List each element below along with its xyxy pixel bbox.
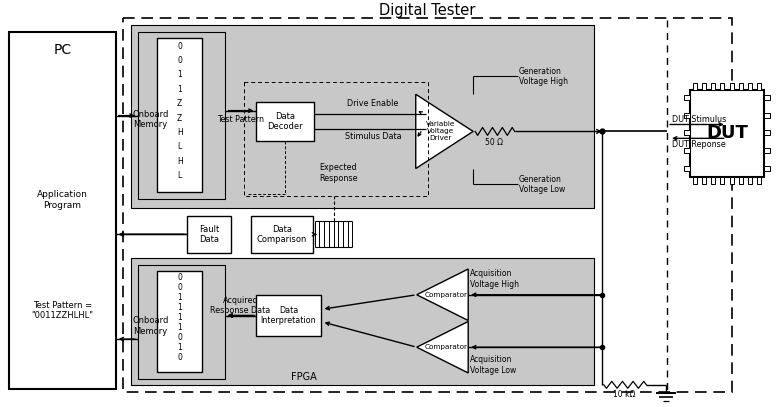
Text: 1: 1 <box>177 303 182 312</box>
Bar <box>684 130 690 136</box>
Bar <box>764 166 770 171</box>
Text: Data
Interpretation: Data Interpretation <box>261 306 316 325</box>
Bar <box>684 166 690 171</box>
Text: Fault
Data: Fault Data <box>198 225 219 244</box>
Bar <box>158 271 202 372</box>
Bar <box>748 177 752 184</box>
Text: Application
Program: Application Program <box>37 190 87 210</box>
Bar <box>748 83 752 90</box>
Text: Data
Comparison: Data Comparison <box>257 225 307 244</box>
Bar <box>764 95 770 100</box>
Bar <box>9 33 116 389</box>
Polygon shape <box>415 94 473 168</box>
Text: Digital Tester: Digital Tester <box>379 3 476 18</box>
Bar <box>693 83 697 90</box>
Text: Test Pattern =
"0011ZZHLHL": Test Pattern = "0011ZZHLHL" <box>31 301 94 320</box>
Bar <box>684 148 690 153</box>
Text: 1: 1 <box>177 343 182 352</box>
Text: 1: 1 <box>177 85 182 94</box>
Text: Variable
Voltage
Driver: Variable Voltage Driver <box>426 121 455 141</box>
Bar <box>721 177 725 184</box>
Bar <box>758 177 761 184</box>
Text: H: H <box>177 157 183 166</box>
Text: FPGA: FPGA <box>291 372 317 382</box>
Bar <box>690 90 764 177</box>
Text: 0: 0 <box>177 352 182 361</box>
Text: 0: 0 <box>177 42 182 51</box>
Bar <box>137 265 225 379</box>
Text: 0: 0 <box>177 274 182 282</box>
Bar <box>256 295 321 336</box>
Text: Stimulus Data: Stimulus Data <box>345 132 401 141</box>
Bar <box>187 216 230 253</box>
Text: 10 kΩ: 10 kΩ <box>613 390 636 399</box>
Text: Test Pattern: Test Pattern <box>217 115 264 124</box>
Polygon shape <box>417 322 468 373</box>
Text: 1: 1 <box>177 323 182 332</box>
Text: L: L <box>177 142 182 151</box>
Text: H: H <box>177 128 183 137</box>
Text: 0: 0 <box>177 283 182 292</box>
Text: Acquisition
Voltage Low: Acquisition Voltage Low <box>470 355 516 375</box>
Bar <box>702 83 706 90</box>
Text: Z: Z <box>177 99 182 108</box>
Text: Drive Enable: Drive Enable <box>348 99 399 108</box>
Text: Generation
Voltage Low: Generation Voltage Low <box>519 175 565 194</box>
Bar <box>758 83 761 90</box>
Bar <box>729 177 733 184</box>
Bar <box>130 24 594 208</box>
Bar <box>251 216 313 253</box>
Polygon shape <box>417 269 468 320</box>
Text: DUT: DUT <box>706 125 748 142</box>
Text: PC: PC <box>53 43 71 57</box>
Text: Data
Decoder: Data Decoder <box>267 112 303 131</box>
Text: Acquisition
Voltage High: Acquisition Voltage High <box>470 269 519 289</box>
Bar <box>711 83 715 90</box>
Bar <box>721 83 725 90</box>
Text: 0: 0 <box>177 56 182 65</box>
Bar <box>158 38 202 192</box>
Bar <box>764 148 770 153</box>
Bar <box>711 177 715 184</box>
Bar <box>123 18 732 392</box>
Bar <box>729 83 733 90</box>
Text: Comparator: Comparator <box>425 292 468 298</box>
Text: Expected
Response: Expected Response <box>319 163 358 183</box>
Text: Acquired
Response Data: Acquired Response Data <box>210 296 271 315</box>
Bar <box>702 177 706 184</box>
Text: 50 Ω: 50 Ω <box>485 138 503 147</box>
Bar <box>764 130 770 136</box>
Text: Z: Z <box>177 114 182 123</box>
Text: L: L <box>177 171 182 180</box>
Bar <box>137 33 225 199</box>
Text: Onboard
Memory: Onboard Memory <box>132 110 169 129</box>
Bar <box>130 258 594 385</box>
Bar <box>693 177 697 184</box>
Text: Comparator: Comparator <box>425 344 468 350</box>
Bar <box>739 83 743 90</box>
Text: DUT Stimulus: DUT Stimulus <box>672 115 726 124</box>
Bar <box>256 102 314 141</box>
Bar <box>244 82 428 196</box>
Text: 1: 1 <box>177 293 182 302</box>
Text: 0: 0 <box>177 333 182 342</box>
Text: Onboard
Memory: Onboard Memory <box>132 316 169 336</box>
Bar <box>739 177 743 184</box>
Bar <box>684 113 690 118</box>
Text: Generation
Voltage High: Generation Voltage High <box>519 67 568 86</box>
Bar <box>764 113 770 118</box>
Text: 1: 1 <box>177 313 182 322</box>
Text: 1: 1 <box>177 70 182 79</box>
Bar <box>684 95 690 100</box>
Text: DUT Reponse: DUT Reponse <box>672 140 726 149</box>
